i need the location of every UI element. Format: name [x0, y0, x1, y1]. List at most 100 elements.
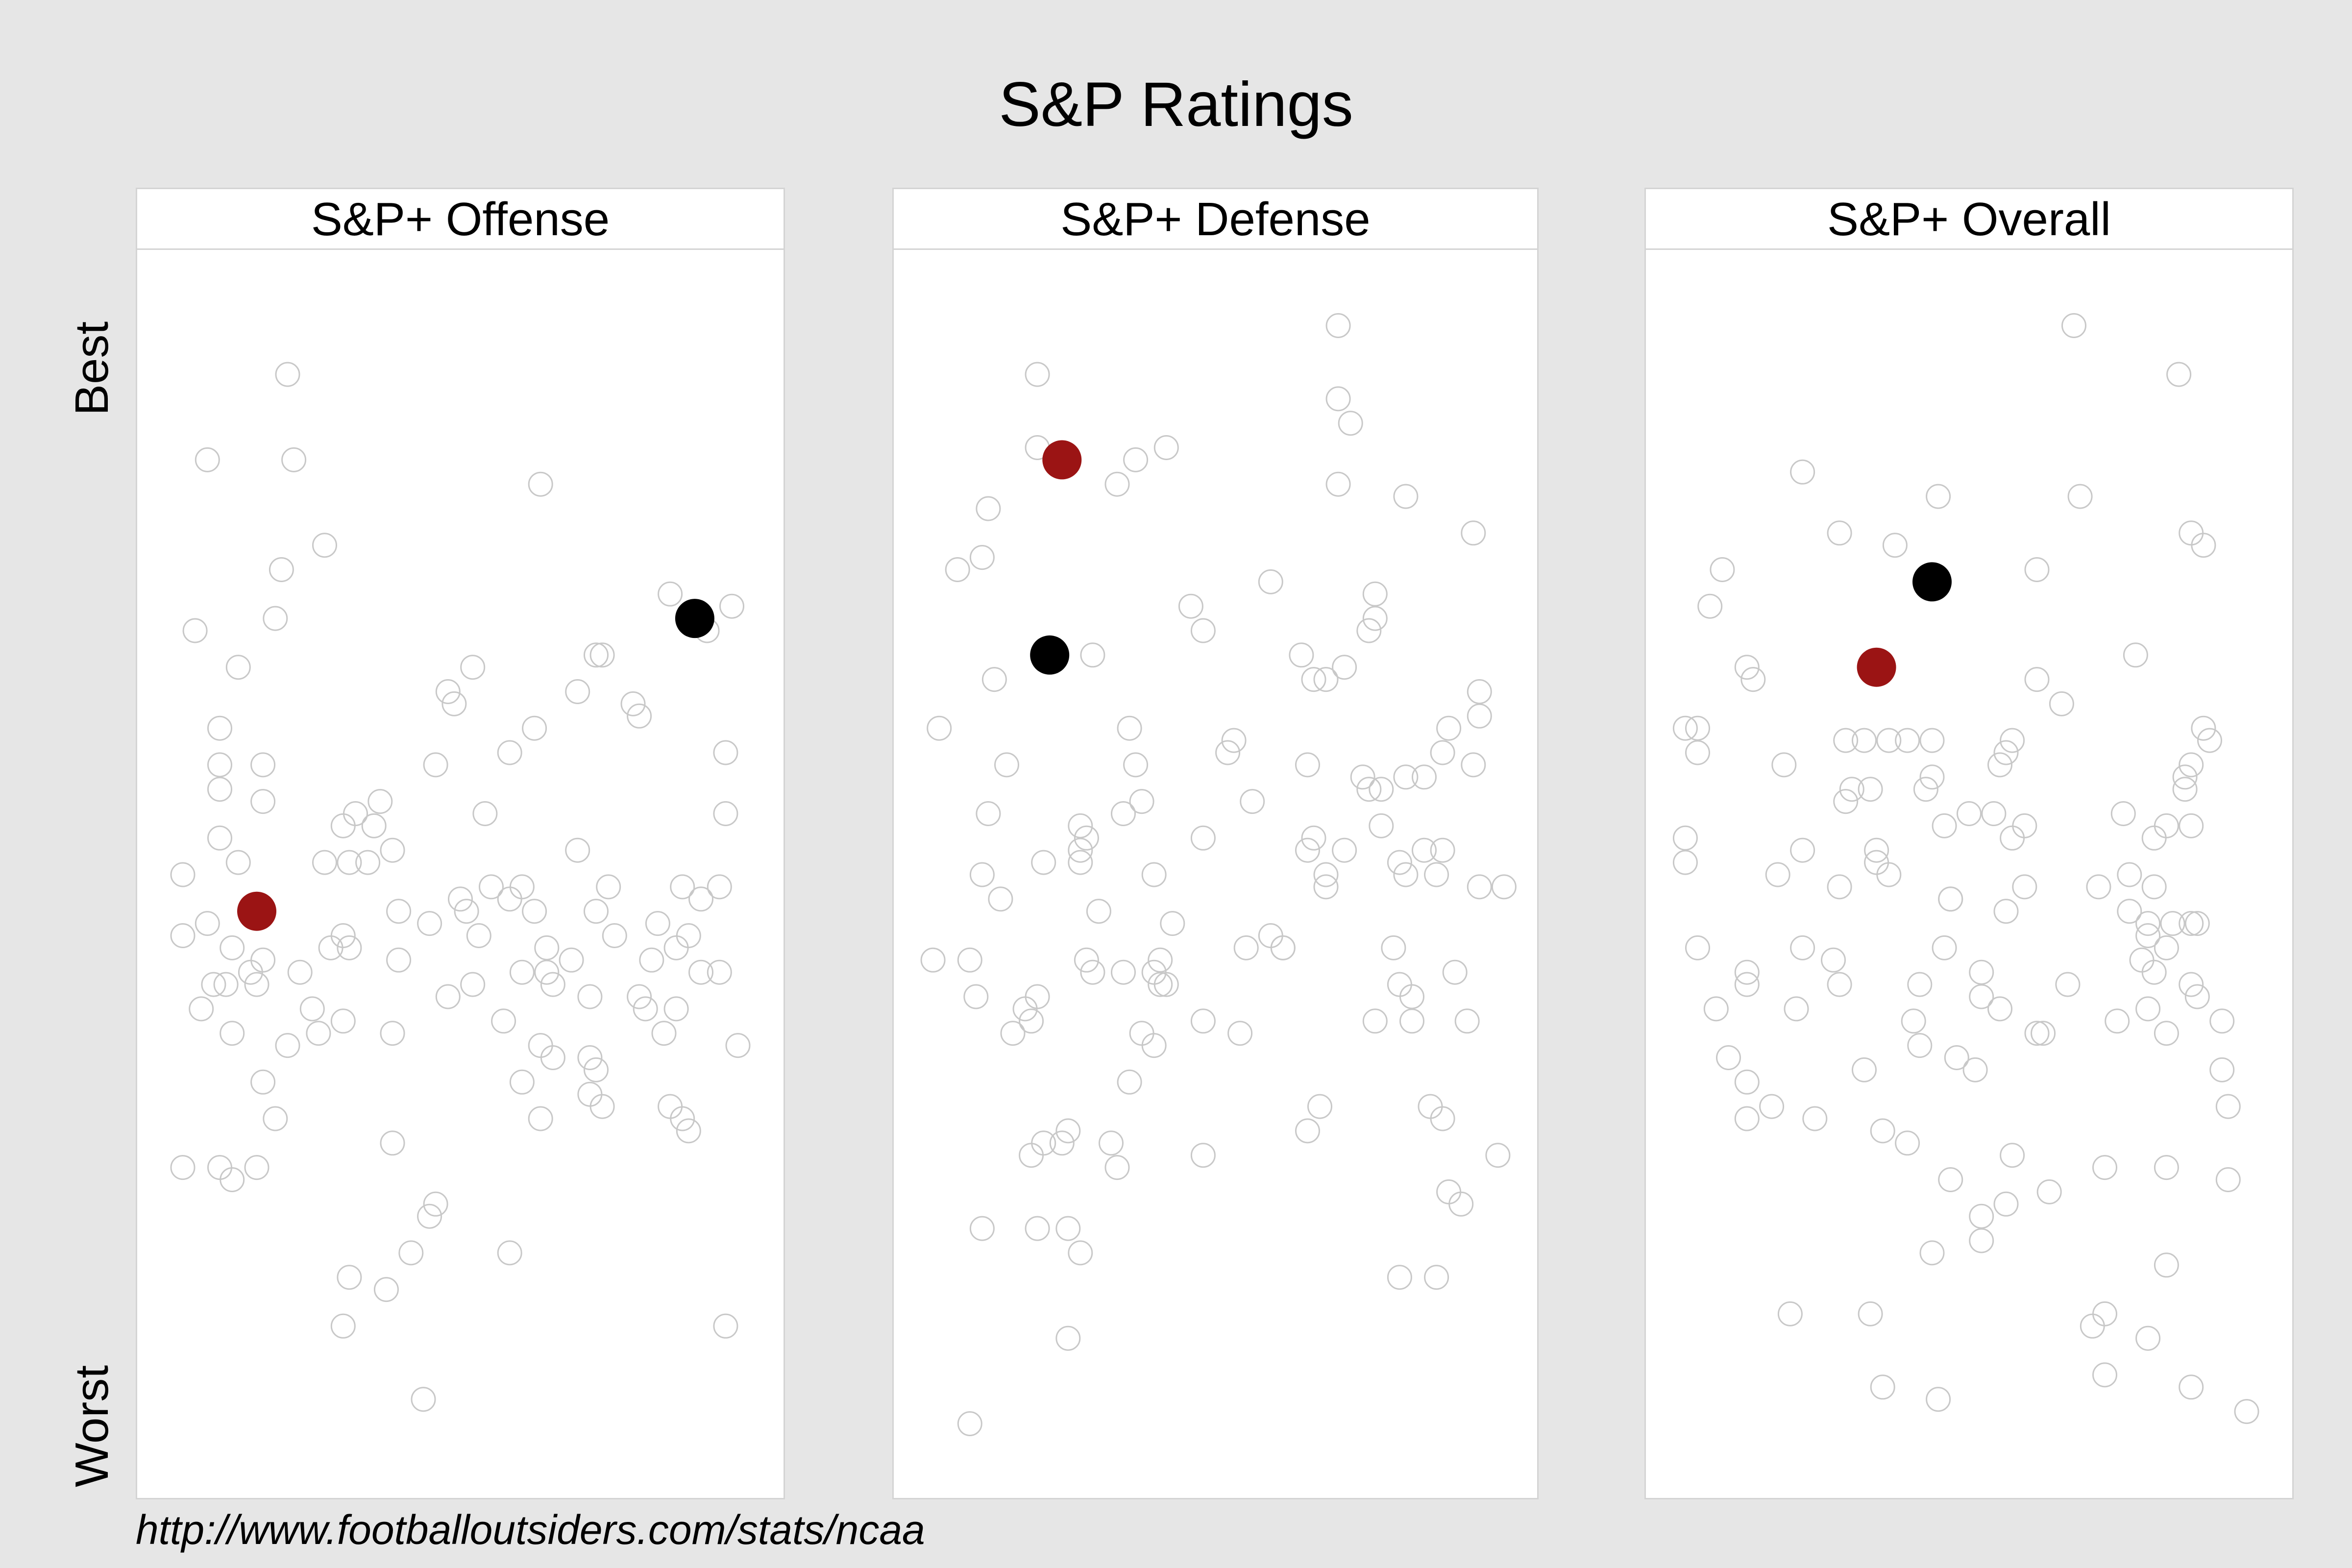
y-axis-label-worst: Worst — [66, 1365, 118, 1487]
team-point-offense-78 — [287, 959, 313, 985]
team-point-defense-35 — [1123, 752, 1149, 778]
team-point-overall-26 — [1685, 740, 1710, 765]
team-point-defense-31 — [1221, 728, 1247, 753]
team-point-defense-87 — [963, 984, 989, 1009]
team-point-overall-46 — [2000, 825, 2025, 851]
team-point-offense-37 — [225, 850, 251, 875]
team-point-defense-69 — [988, 886, 1013, 912]
team-point-offense-124 — [411, 1387, 436, 1412]
team-point-offense-13 — [460, 655, 486, 680]
team-point-overall-64 — [2135, 911, 2161, 936]
team-point-offense-121 — [373, 1277, 399, 1302]
team-point-offense-24 — [497, 740, 522, 765]
team-point-offense-69 — [250, 947, 276, 973]
team-point-defense-96 — [1141, 1033, 1167, 1058]
team-point-overall-79 — [1969, 959, 1994, 985]
team-point-defense-3 — [1338, 411, 1363, 436]
team-point-offense-51 — [448, 886, 473, 912]
team-point-defense-0 — [1325, 313, 1351, 338]
team-point-offense-98 — [275, 1033, 300, 1058]
team-point-offense-109 — [263, 1106, 288, 1131]
team-point-offense-123 — [713, 1313, 738, 1339]
team-point-overall-93 — [2154, 1021, 2179, 1046]
team-point-offense-53 — [688, 886, 713, 912]
team-point-offense-11 — [584, 642, 609, 668]
team-point-offense-106 — [658, 1094, 683, 1119]
team-point-defense-17 — [1178, 593, 1203, 619]
team-point-overall-56 — [1827, 874, 1852, 900]
team-point-offense-102 — [509, 1069, 535, 1095]
team-point-defense-46 — [1240, 789, 1265, 814]
team-point-overall-42 — [2110, 801, 2136, 826]
team-point-overall-89 — [1901, 1008, 1926, 1034]
team-point-offense-73 — [534, 959, 560, 985]
team-point-defense-94 — [1000, 1021, 1026, 1046]
team-point-offense-5 — [269, 557, 294, 582]
team-point-overall-111 — [2215, 1094, 2241, 1119]
highlight-point-overall-red — [1857, 647, 1896, 687]
team-point-defense-15 — [1258, 569, 1283, 594]
team-point-overall-123 — [1870, 1374, 1895, 1400]
team-point-offense-74 — [688, 959, 713, 985]
team-point-offense-84 — [299, 996, 325, 1022]
team-point-offense-119 — [497, 1240, 522, 1266]
team-point-overall-77 — [1827, 972, 1852, 997]
team-point-offense-2 — [195, 447, 220, 472]
team-point-overall-125 — [2179, 1374, 2204, 1400]
team-point-overall-105 — [1870, 1118, 1895, 1144]
team-point-defense-90 — [1012, 996, 1038, 1022]
team-point-overall-58 — [2086, 874, 2111, 900]
team-point-overall-23 — [1919, 728, 1945, 753]
team-point-overall-117 — [1969, 1228, 1994, 1253]
team-point-overall-44 — [2179, 813, 2204, 838]
team-point-offense-26 — [250, 752, 276, 778]
team-point-overall-69 — [1685, 935, 1710, 960]
team-point-offense-76 — [213, 972, 239, 997]
team-point-offense-19 — [441, 691, 467, 716]
team-point-offense-36 — [330, 813, 356, 838]
team-point-offense-38 — [312, 850, 337, 875]
team-point-defense-61 — [1393, 862, 1419, 887]
team-point-defense-75 — [1233, 935, 1259, 960]
team-point-offense-87 — [633, 996, 658, 1022]
team-point-overall-6 — [1882, 533, 1908, 558]
team-point-overall-124 — [1926, 1387, 1951, 1412]
team-point-defense-123 — [1436, 1179, 1462, 1204]
team-point-offense-31 — [250, 789, 276, 814]
team-point-defense-57 — [1068, 837, 1093, 863]
team-point-offense-68 — [663, 935, 689, 960]
team-point-overall-7 — [2179, 520, 2204, 546]
team-point-overall-10 — [2024, 557, 2050, 582]
team-point-defense-18 — [1362, 606, 1388, 631]
team-point-overall-61 — [2141, 874, 2167, 900]
team-point-defense-43 — [1369, 777, 1394, 802]
team-point-defense-120 — [1424, 1265, 1449, 1290]
team-point-overall-118 — [2154, 1252, 2179, 1278]
team-point-overall-128 — [2135, 1325, 2161, 1351]
team-point-overall-62 — [1938, 886, 1963, 912]
team-point-defense-52 — [1190, 825, 1216, 851]
team-point-offense-18 — [627, 703, 652, 729]
team-point-defense-37 — [994, 752, 1019, 778]
team-point-defense-58 — [1031, 850, 1056, 875]
team-point-offense-34 — [361, 813, 387, 838]
team-point-overall-86 — [2135, 996, 2161, 1022]
team-point-offense-58 — [417, 911, 442, 936]
team-point-defense-109 — [1430, 1106, 1455, 1131]
y-axis-label-best: Best — [66, 321, 118, 416]
team-point-overall-102 — [1759, 1094, 1785, 1119]
team-point-defense-82 — [1153, 972, 1179, 997]
team-point-overall-54 — [1876, 862, 1902, 887]
team-point-overall-11 — [1697, 593, 1723, 619]
team-point-defense-56 — [1430, 837, 1455, 863]
team-point-defense-10 — [1393, 484, 1419, 509]
team-point-offense-1 — [281, 447, 307, 472]
team-point-overall-98 — [1734, 1069, 1760, 1095]
team-point-offense-8 — [719, 593, 744, 619]
team-point-defense-91 — [1399, 984, 1424, 1009]
team-point-defense-24 — [1332, 655, 1357, 680]
team-point-offense-50 — [195, 911, 220, 936]
team-point-overall-68 — [2184, 911, 2210, 936]
team-point-overall-116 — [1919, 1240, 1945, 1266]
team-point-offense-0 — [275, 362, 300, 387]
